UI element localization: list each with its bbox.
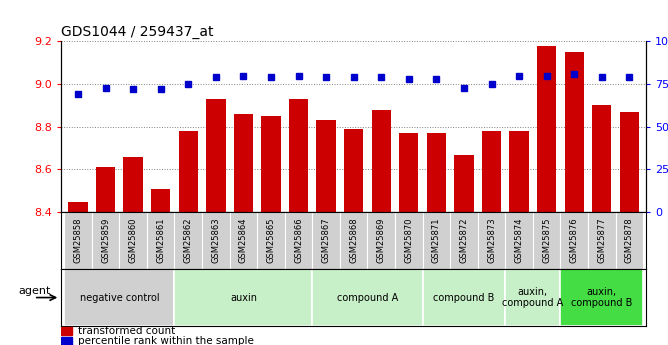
Bar bbox=[593, 106, 611, 212]
FancyBboxPatch shape bbox=[616, 212, 643, 269]
Bar bbox=[427, 133, 446, 212]
Text: compound A: compound A bbox=[337, 293, 398, 303]
Bar bbox=[482, 131, 501, 212]
Text: GSM25870: GSM25870 bbox=[404, 218, 413, 263]
FancyBboxPatch shape bbox=[64, 269, 174, 326]
Text: auxin: auxin bbox=[230, 293, 257, 303]
FancyBboxPatch shape bbox=[285, 212, 313, 269]
Text: GSM25862: GSM25862 bbox=[184, 218, 193, 263]
Bar bbox=[96, 167, 115, 212]
FancyBboxPatch shape bbox=[506, 269, 560, 326]
Bar bbox=[371, 110, 391, 212]
Text: GSM25858: GSM25858 bbox=[73, 218, 83, 263]
Text: GSM25871: GSM25871 bbox=[432, 218, 441, 263]
Text: negative control: negative control bbox=[79, 293, 159, 303]
Text: GSM25866: GSM25866 bbox=[294, 218, 303, 264]
Bar bbox=[234, 114, 253, 212]
Text: GSM25859: GSM25859 bbox=[101, 218, 110, 263]
Text: GSM25876: GSM25876 bbox=[570, 218, 578, 264]
FancyBboxPatch shape bbox=[423, 212, 450, 269]
FancyBboxPatch shape bbox=[147, 212, 174, 269]
FancyBboxPatch shape bbox=[230, 212, 257, 269]
Text: GSM25865: GSM25865 bbox=[267, 218, 275, 263]
FancyBboxPatch shape bbox=[450, 212, 478, 269]
Bar bbox=[620, 112, 639, 212]
Bar bbox=[454, 155, 474, 212]
Bar bbox=[399, 133, 418, 212]
FancyBboxPatch shape bbox=[313, 212, 340, 269]
FancyBboxPatch shape bbox=[340, 212, 367, 269]
Text: GSM25873: GSM25873 bbox=[487, 218, 496, 264]
FancyBboxPatch shape bbox=[367, 212, 395, 269]
FancyBboxPatch shape bbox=[92, 212, 120, 269]
Text: GSM25877: GSM25877 bbox=[597, 218, 607, 264]
Bar bbox=[61, 327, 72, 335]
FancyBboxPatch shape bbox=[588, 212, 616, 269]
Text: percentile rank within the sample: percentile rank within the sample bbox=[77, 336, 254, 345]
FancyBboxPatch shape bbox=[120, 212, 147, 269]
Bar bbox=[261, 116, 281, 212]
Text: GSM25872: GSM25872 bbox=[460, 218, 468, 263]
FancyBboxPatch shape bbox=[257, 212, 285, 269]
FancyBboxPatch shape bbox=[533, 212, 560, 269]
Text: compound B: compound B bbox=[434, 293, 495, 303]
Text: GDS1044 / 259437_at: GDS1044 / 259437_at bbox=[61, 25, 214, 39]
Bar bbox=[537, 46, 556, 212]
FancyBboxPatch shape bbox=[478, 212, 506, 269]
Text: agent: agent bbox=[19, 286, 51, 296]
Text: auxin,
compound B: auxin, compound B bbox=[571, 287, 633, 308]
Bar bbox=[206, 99, 226, 212]
Text: GSM25878: GSM25878 bbox=[625, 218, 634, 264]
Bar bbox=[178, 131, 198, 212]
Bar bbox=[510, 131, 529, 212]
FancyBboxPatch shape bbox=[202, 212, 230, 269]
Bar bbox=[151, 189, 170, 212]
Text: GSM25868: GSM25868 bbox=[349, 218, 358, 264]
Bar bbox=[344, 129, 363, 212]
Text: transformed count: transformed count bbox=[77, 326, 175, 336]
Text: GSM25861: GSM25861 bbox=[156, 218, 165, 263]
Text: GSM25869: GSM25869 bbox=[377, 218, 386, 263]
FancyBboxPatch shape bbox=[395, 212, 423, 269]
Bar bbox=[61, 337, 72, 345]
Bar bbox=[289, 99, 308, 212]
FancyBboxPatch shape bbox=[506, 212, 533, 269]
Text: GSM25874: GSM25874 bbox=[514, 218, 524, 263]
Text: GSM25864: GSM25864 bbox=[239, 218, 248, 263]
Text: GSM25875: GSM25875 bbox=[542, 218, 551, 263]
FancyBboxPatch shape bbox=[313, 269, 423, 326]
FancyBboxPatch shape bbox=[560, 212, 588, 269]
FancyBboxPatch shape bbox=[560, 269, 643, 326]
Text: auxin,
compound A: auxin, compound A bbox=[502, 287, 564, 308]
Bar bbox=[68, 201, 88, 212]
FancyBboxPatch shape bbox=[64, 212, 92, 269]
Text: GSM25867: GSM25867 bbox=[321, 218, 331, 264]
FancyBboxPatch shape bbox=[174, 212, 202, 269]
FancyBboxPatch shape bbox=[174, 269, 313, 326]
FancyBboxPatch shape bbox=[423, 269, 506, 326]
Bar bbox=[124, 157, 143, 212]
Text: GSM25860: GSM25860 bbox=[129, 218, 138, 263]
Bar bbox=[564, 52, 584, 212]
Bar bbox=[317, 120, 336, 212]
Text: GSM25863: GSM25863 bbox=[211, 218, 220, 264]
